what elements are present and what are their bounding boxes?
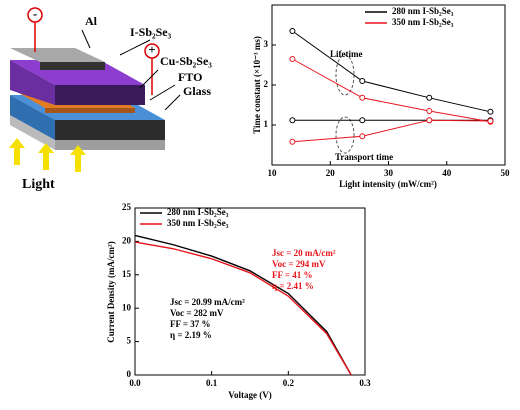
marker [289, 56, 296, 62]
annotation: Jsc = 20.99 mA/cm² [170, 297, 245, 307]
legend-label: 280 nm I-Sb₂Se₃ [392, 6, 454, 16]
marker [359, 133, 366, 140]
x-axis-title: Voltage (V) [228, 390, 271, 400]
y-tick-label: 10 [122, 302, 132, 312]
annotation: η = 2.19 % [170, 330, 212, 340]
series-line [134, 241, 352, 376]
marker [426, 117, 433, 124]
fto-label: FTO [178, 70, 202, 84]
lifetime-ellipse [335, 54, 355, 96]
marker [359, 78, 366, 84]
y-axis-title: Time constant (×10⁻³ ms) [252, 36, 262, 134]
y-axis-title: Current Density (mA/cm²) [106, 241, 116, 343]
i-layer-label: I-Sb₂Se₃ [130, 25, 172, 39]
y-tick-label: 20 [122, 235, 132, 245]
marker [289, 117, 296, 124]
al-label: Al [85, 14, 98, 28]
marker [426, 94, 433, 101]
marker [487, 108, 494, 115]
y-tick-label: 5 [127, 336, 132, 346]
x-tick-label: 30 [384, 168, 394, 178]
x-tick-label: 0.3 [359, 378, 371, 388]
device-schematic: - + Al I-Sb₂Se₃ Cu-Sb₂Se₃ FTO Glass Ligh… [9, 6, 212, 192]
x-tick-label: 0.0 [129, 378, 141, 388]
annotation: FF = 41 % [272, 270, 313, 280]
transport-ellipse [335, 116, 355, 154]
series-line [292, 30, 491, 113]
y-tick-label: 0 [127, 369, 132, 379]
cu-layer-label: Cu-Sb₂Se₃ [160, 54, 212, 68]
light-label: Light [22, 177, 55, 192]
annotation: Jsc = 20 mA/cm² [272, 248, 336, 258]
annotation: Voc = 294 mV [272, 259, 326, 269]
legend-label: 280 nm I-Sb₂Se₃ [167, 207, 229, 217]
series-line [292, 58, 491, 123]
marker [289, 28, 296, 34]
annotation: FF = 37 % [170, 319, 211, 329]
marker [426, 108, 433, 114]
annotation: Voc = 282 mV [170, 308, 224, 318]
annotation: Transport time [335, 152, 393, 162]
annotation: Lifetime [330, 49, 362, 59]
series-line [134, 234, 352, 376]
marker [289, 138, 296, 145]
x-tick-label: 0.1 [206, 378, 218, 388]
marker [359, 94, 366, 101]
glass-label: Glass [183, 84, 211, 98]
x-tick-label: 0.2 [283, 378, 295, 388]
legend-label: 350 nm I-Sb₂Se₃ [167, 218, 229, 228]
minus-label: - [33, 6, 37, 21]
y-tick-label: 3 [264, 39, 269, 49]
legend-label: 350 nm I-Sb₂Se₃ [392, 17, 454, 27]
plus-label: + [148, 42, 155, 57]
y-tick-label: 25 [122, 202, 132, 212]
marker [359, 117, 366, 124]
x-tick-label: 10 [268, 168, 278, 178]
y-tick-label: 15 [122, 269, 132, 279]
series-line [292, 119, 491, 143]
plot-frame [134, 207, 366, 376]
x-tick-label: 50 [501, 168, 511, 178]
x-axis-title: Light intensity (mW/cm²) [339, 179, 437, 189]
x-tick-label: 20 [326, 168, 336, 178]
marker [487, 118, 494, 124]
x-tick-label: 40 [442, 168, 452, 178]
y-tick-label: 1 [264, 119, 269, 129]
y-tick-label: 2 [264, 79, 269, 89]
annotation: η = 2.41 % [272, 281, 314, 291]
